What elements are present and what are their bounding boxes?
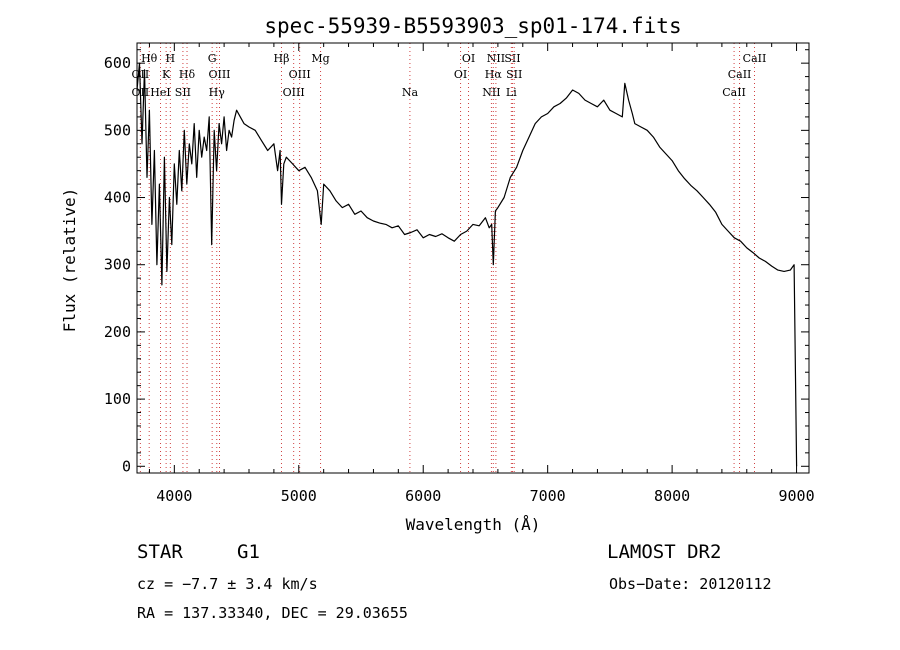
- marker-label-4: H: [166, 52, 176, 65]
- marker-label-9: OIII: [208, 68, 230, 81]
- x-tick-label-5000: 5000: [281, 487, 317, 505]
- observation-date: Obs−Date: 20120112: [609, 575, 772, 593]
- marker-label-8: G: [208, 52, 217, 65]
- marker-label-25: CaII: [728, 68, 752, 81]
- marker-label-13: OIII: [283, 86, 305, 99]
- spectrum-line-0: [136, 62, 798, 467]
- spectrum-series: [136, 62, 798, 467]
- marker-label-24: CaII: [743, 52, 767, 65]
- marker-label-12: OIII: [289, 68, 311, 81]
- marker-label-6: Hδ: [179, 68, 196, 81]
- marker-label-15: Na: [402, 86, 419, 99]
- marker-label-21: SII: [506, 68, 522, 81]
- marker-label-5: HeI: [150, 86, 170, 99]
- y-tick-label-600: 600: [104, 54, 131, 72]
- y-tick-label-200: 200: [104, 323, 131, 341]
- object-subclass: G1: [237, 541, 260, 563]
- marker-label-3: K: [162, 68, 171, 81]
- y-axis-ticks: 0 100 200 300 400 500 600: [104, 49, 809, 475]
- x-axis-label: Wavelength (Å): [406, 515, 541, 534]
- plot-frame: [136, 42, 810, 474]
- marker-label-7: SII: [175, 86, 191, 99]
- y-tick-label-400: 400: [104, 189, 131, 207]
- y-tick-label-500: 500: [104, 121, 131, 139]
- y-tick-label-100: 100: [104, 390, 131, 408]
- marker-label-11: Hβ: [274, 52, 290, 65]
- ra-dec-coordinates: RA = 137.33340, DEC = 29.03655: [137, 604, 408, 622]
- x-tick-label-8000: 8000: [654, 487, 690, 505]
- survey-name: LAMOST DR2: [607, 541, 722, 563]
- marker-label-22: NII: [482, 86, 500, 99]
- chart-title: spec-55939-B5593903_sp01-174.fits: [264, 14, 681, 38]
- marker-label-14: Mg: [311, 52, 329, 65]
- marker-label-20: Hα: [485, 68, 503, 81]
- marker-label-10: Hγ: [209, 86, 226, 99]
- x-tick-label-7000: 7000: [530, 487, 566, 505]
- marker-label-18: NII: [487, 52, 505, 65]
- object-class: STAR: [137, 541, 183, 563]
- marker-label-19: SII: [504, 52, 520, 65]
- y-tick-label-300: 300: [104, 256, 131, 274]
- marker-label-17: OI: [454, 68, 467, 81]
- marker-label-0: Hθ: [141, 52, 158, 65]
- x-tick-label-9000: 9000: [778, 487, 814, 505]
- marker-label-26: CaII: [722, 86, 746, 99]
- emission-line-markers: HθOIIOIIKHHeIHδSIIGOIIIHγHβOIIIOIIIMgNaO…: [132, 43, 767, 473]
- x-tick-label-4000: 4000: [156, 487, 192, 505]
- y-tick-label-0: 0: [122, 457, 131, 475]
- x-axis-ticks: 4000 5000 6000 7000 8000 9000: [148, 43, 815, 505]
- spectrum-chart: spec-55939-B5593903_sp01-174.fits Wavele…: [60, 14, 815, 534]
- y-axis-label: Flux (relative): [60, 188, 79, 333]
- x-tick-label-6000: 6000: [405, 487, 441, 505]
- redshift-cz: cz = −7.7 ± 3.4 km/s: [137, 575, 318, 593]
- marker-label-16: OI: [462, 52, 475, 65]
- marker-label-23: Li: [506, 86, 517, 99]
